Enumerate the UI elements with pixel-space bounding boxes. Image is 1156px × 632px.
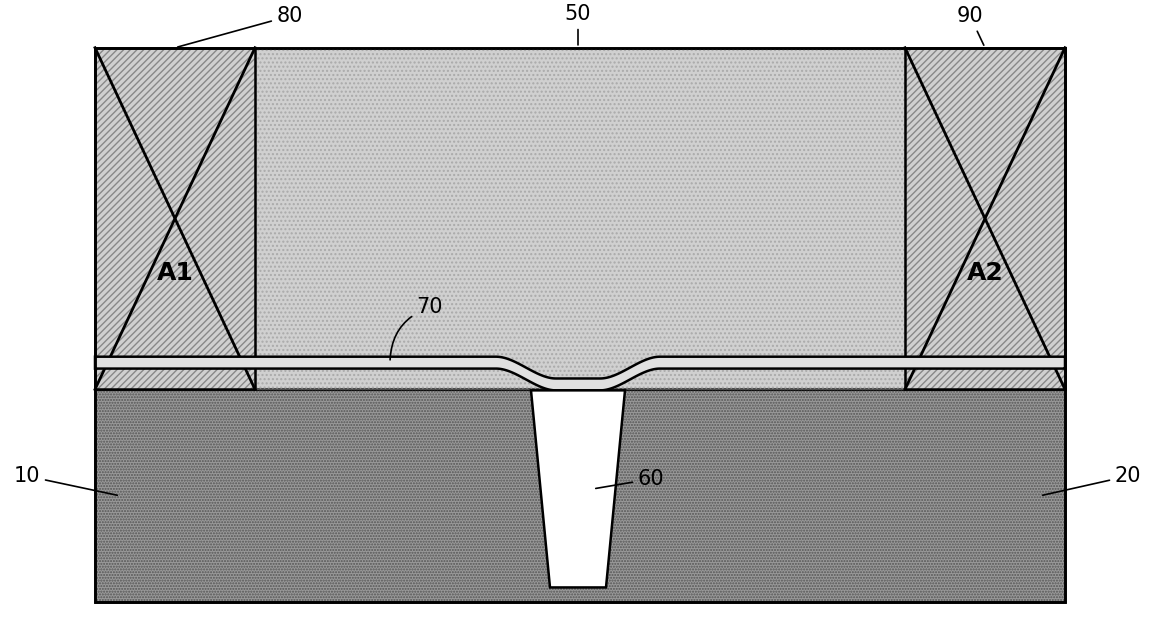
Text: 10: 10 — [14, 466, 117, 495]
Text: A1: A1 — [156, 261, 193, 285]
Text: 90: 90 — [957, 6, 984, 46]
Text: 80: 80 — [178, 6, 303, 47]
Bar — [95, 48, 255, 389]
Polygon shape — [95, 356, 1065, 391]
Text: 20: 20 — [1043, 466, 1141, 495]
Polygon shape — [905, 48, 1065, 219]
Bar — [95, 389, 1065, 602]
Polygon shape — [905, 219, 1065, 389]
Bar — [95, 48, 255, 389]
Text: 60: 60 — [595, 469, 665, 489]
Polygon shape — [95, 48, 175, 389]
Polygon shape — [95, 219, 255, 389]
Text: 50: 50 — [565, 4, 591, 45]
Bar — [905, 48, 1065, 389]
Bar — [905, 48, 1065, 389]
Bar — [95, 48, 1065, 602]
Bar — [95, 48, 1065, 389]
Bar — [95, 48, 1065, 389]
Polygon shape — [95, 48, 255, 219]
Polygon shape — [175, 48, 255, 389]
Polygon shape — [531, 391, 625, 587]
Polygon shape — [985, 48, 1065, 389]
Text: 70: 70 — [390, 297, 443, 360]
Text: A2: A2 — [966, 261, 1003, 285]
Polygon shape — [905, 48, 985, 389]
Bar — [95, 389, 1065, 602]
